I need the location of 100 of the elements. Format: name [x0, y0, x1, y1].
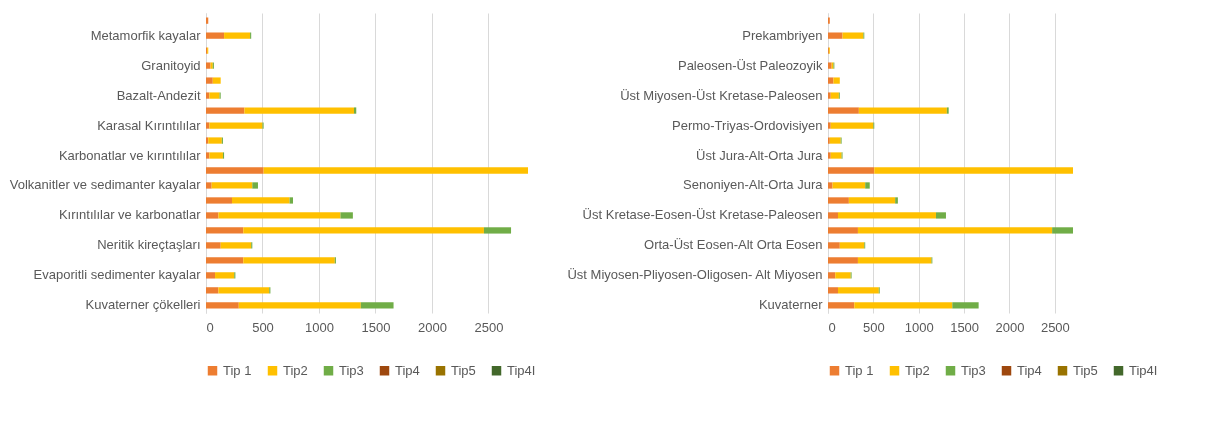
bar — [243, 257, 335, 264]
bar — [206, 302, 239, 309]
bar — [206, 242, 221, 249]
y-tick-label: Üst Kretase-Eosen-Üst Kretase-Paleosen — [582, 207, 823, 223]
bar — [857, 257, 932, 264]
legend-label: Tip4I — [507, 362, 536, 378]
bar — [206, 272, 216, 279]
bar — [865, 182, 870, 189]
bar — [209, 92, 220, 99]
bar — [895, 197, 898, 204]
x-tick-label: 1500 — [361, 319, 391, 335]
bar — [206, 92, 210, 99]
bar — [828, 272, 836, 279]
y-tick-label: Karbonatlar ve kırıntılılar — [58, 147, 202, 163]
bar — [483, 227, 512, 234]
bar — [830, 152, 842, 159]
y-tick-label: Üst Miyosen-Üst Kretase-Paleosen — [620, 87, 823, 103]
bar — [952, 302, 979, 309]
bar — [211, 182, 253, 189]
y-tick-label: Kuvaterner çökelleri — [85, 297, 201, 313]
bar — [828, 257, 858, 264]
y-tick-label: Neritik kireçtaşları — [97, 237, 201, 253]
bar — [839, 242, 865, 249]
bar — [238, 302, 361, 309]
legend-label: Tip5 — [451, 362, 476, 378]
bar — [206, 152, 210, 159]
x-tick-label: 1000 — [904, 319, 934, 335]
x-tick-label: 0 — [206, 319, 214, 335]
x-tick-label: 1000 — [305, 319, 334, 335]
bar — [854, 302, 953, 309]
legend-label: Tip4 — [1017, 362, 1042, 378]
bar — [206, 107, 245, 114]
bar — [828, 77, 834, 84]
bar — [828, 92, 831, 99]
bar — [833, 77, 840, 84]
bar — [206, 287, 219, 294]
bar — [835, 272, 851, 279]
bar — [206, 17, 209, 24]
y-tick-label: Evaporitli sedimenter kayalar — [33, 267, 202, 283]
bar — [828, 107, 859, 114]
x-tick-label: 500 — [252, 319, 274, 335]
bar — [1052, 227, 1073, 234]
bar — [828, 197, 849, 204]
y-tick-label: Metamorfik kayalar — [90, 27, 202, 43]
bar — [832, 182, 866, 189]
bar — [208, 137, 222, 144]
bar — [206, 227, 244, 234]
y-tick-label: Bazalt-Andezit — [116, 87, 201, 103]
y-tick-label: Permo-Triyas-Ordovisiyen — [672, 117, 823, 133]
bar — [830, 92, 839, 99]
bar — [252, 182, 258, 189]
bar — [828, 287, 838, 294]
y-tick-label: Karasal Kırıntılılar — [97, 117, 202, 133]
bar — [842, 32, 864, 39]
bar — [206, 77, 213, 84]
bar — [828, 242, 840, 249]
y-tick-label: Üst Jura-Alt-Orta Jura — [696, 147, 824, 163]
x-tick-label: 500 — [863, 319, 885, 335]
x-tick-label: 2000 — [418, 319, 447, 335]
bar — [224, 32, 251, 39]
bar — [231, 197, 290, 204]
y-tick-label: Volkanitler ve sedimanter kayalar — [9, 177, 202, 193]
bar — [935, 212, 946, 219]
y-tick-label: Üst Miyosen-Pliyosen-Oligosen- Alt Miyosen — [567, 267, 823, 283]
bar — [215, 272, 235, 279]
bar — [206, 137, 209, 144]
bar — [837, 212, 936, 219]
legend-label: Tip2 — [283, 362, 308, 378]
bar — [828, 227, 858, 234]
legend-label: Tip 1 — [845, 362, 874, 378]
bar — [218, 287, 270, 294]
bar — [830, 122, 874, 129]
bar — [829, 137, 841, 144]
bar — [206, 197, 232, 204]
legend-label: Tip5 — [1073, 362, 1098, 378]
legend-label: Tip4I — [1129, 362, 1158, 378]
y-tick-label: Orta-Üst Eosen-Alt Orta Eosen — [644, 237, 823, 253]
bar — [354, 107, 357, 114]
bar — [243, 227, 484, 234]
y-tick-label: Paleosen-Üst Paleozoyik — [677, 57, 823, 73]
y-tick-label: Senoniyen-Alt-Orta Jura — [683, 177, 824, 193]
bar — [340, 212, 353, 219]
legend-label: Tip 1 — [223, 362, 252, 378]
bar — [209, 122, 263, 129]
legend-label: Tip3 — [339, 362, 364, 378]
legend-label: Tip4 — [395, 362, 420, 378]
bar — [218, 212, 341, 219]
bar — [828, 302, 855, 309]
bar — [828, 32, 843, 39]
bar — [212, 77, 221, 84]
bar — [857, 227, 1053, 234]
bar — [206, 167, 264, 174]
bar — [360, 302, 394, 309]
legend-label: Tip2 — [905, 362, 930, 378]
bar — [828, 182, 833, 189]
bar — [848, 197, 896, 204]
x-tick-label: 0 — [828, 319, 836, 335]
bar — [263, 167, 528, 174]
bar — [220, 242, 252, 249]
bar — [206, 182, 212, 189]
